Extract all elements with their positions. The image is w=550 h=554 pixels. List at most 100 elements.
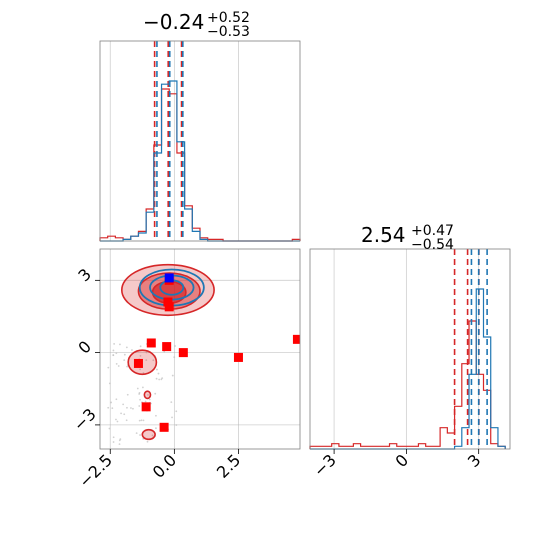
marker-7: [141, 402, 151, 412]
scatter-point: [113, 343, 116, 345]
scatter-point: [139, 354, 142, 357]
panel-2d-ytick-label-2: 3: [74, 265, 95, 286]
scatter-point: [115, 363, 118, 365]
scatter-point: [145, 351, 148, 354]
scatter-point: [126, 406, 128, 409]
scatter-point: [107, 366, 110, 369]
panel-2d-contours: [120, 263, 215, 441]
panel-2d-ytick-label-0: −3: [70, 405, 100, 435]
panel-2d-markers: [133, 273, 300, 432]
hist-0-title-sub: −0.53: [207, 24, 250, 40]
scatter-point: [132, 407, 134, 410]
scatter-point: [122, 403, 125, 406]
scatter-point: [120, 412, 122, 415]
hist-0-series-0-step: [99, 88, 301, 242]
scatter-point: [170, 401, 173, 404]
hist-1-series: [309, 249, 506, 450]
scatter-point: [115, 352, 118, 355]
hist-1-title: 2.54 +0.47 −0.54: [361, 216, 460, 253]
panel-2d-xtick-label-1: 0.0: [149, 450, 180, 481]
hist-1-title-sub: −0.54: [411, 237, 454, 253]
panel-2d: −2.5 0.0 2.5 −3 0 3: [70, 248, 301, 491]
scatter-point: [140, 419, 143, 422]
hist-0-title-main: −0.24: [143, 10, 204, 34]
scatter-point: [146, 440, 149, 443]
panel-2d-x-ticks: −2.5 0.0 2.5: [75, 449, 244, 491]
panel-2d-y-ticks: −3 0 3: [70, 265, 100, 435]
scatter-point: [139, 398, 141, 401]
scatter-point: [126, 365, 129, 368]
scatter-point: [108, 382, 111, 385]
panel-hist-param-1: −3 0 3 2.54 +0.47 −0.54: [309, 216, 511, 481]
marker-8: [159, 422, 169, 432]
hist-1-xtick-label-0: −3: [310, 450, 340, 480]
scatter-point: [156, 368, 158, 371]
scatter-point: [115, 398, 118, 401]
scatter-point: [117, 365, 120, 367]
hist-0-frame: [99, 40, 301, 242]
scatter-point: [155, 427, 157, 430]
scatter-point: [173, 356, 176, 359]
hist-1-xtick-label-2: 3: [464, 450, 485, 471]
scatter-point: [142, 386, 144, 389]
panel-2d-ytick-label-1: 0: [74, 337, 95, 358]
scatter-point: [118, 443, 121, 445]
hist-1-series-1-step: [310, 288, 506, 450]
hist-0-series: [99, 41, 301, 242]
marker-9: [163, 297, 173, 307]
scatter-point: [152, 359, 155, 362]
scatter-point: [108, 427, 111, 430]
scatter-point: [130, 407, 132, 409]
scatter-point: [151, 434, 154, 437]
hist-0-gridlines: [109, 41, 239, 241]
scatter-point: [161, 377, 164, 380]
scatter-point: [154, 392, 157, 395]
scatter-point: [125, 419, 128, 422]
scatter-point: [175, 424, 178, 426]
contour-4: [143, 390, 152, 400]
scatter-point: [136, 387, 139, 390]
scatter-point: [144, 400, 147, 403]
hist-1-series-1: [310, 249, 506, 450]
hist-0-series-1-step: [100, 80, 300, 242]
scatter-point: [111, 407, 114, 410]
hist-0-title-sup: +0.52: [207, 10, 250, 26]
scatter-point: [160, 378, 163, 381]
scatter-point: [125, 346, 128, 349]
marker-0: [164, 302, 174, 312]
scatter-point: [135, 432, 138, 435]
scatter-point: [139, 434, 141, 436]
scatter-point: [116, 420, 119, 423]
scatter-point: [123, 359, 126, 362]
scatter-point: [112, 349, 115, 352]
scatter-point: [145, 359, 148, 362]
panel-2d-xtick-label-2: 2.5: [213, 450, 244, 481]
scatter-point: [126, 393, 129, 396]
scatter-point: [158, 378, 161, 381]
scatter-point: [175, 410, 178, 413]
scatter-point: [118, 439, 121, 442]
marker-3: [178, 348, 188, 358]
hist-1-title-main: 2.54: [361, 223, 406, 247]
scatter-point: [123, 353, 126, 356]
contour-5: [141, 428, 156, 441]
marker-4: [233, 352, 243, 362]
marker-11: [164, 273, 174, 283]
scatter-point: [155, 377, 158, 380]
scatter-point: [174, 345, 177, 347]
scatter-point: [171, 374, 174, 377]
hist-1-xtick-label-1: 0: [392, 450, 413, 471]
scatter-point: [142, 419, 145, 422]
marker-2: [162, 342, 172, 352]
marker-1: [146, 338, 156, 348]
hist-1-title-sup: +0.47: [411, 223, 454, 239]
scatter-point: [139, 368, 142, 371]
scatter-point: [147, 393, 149, 396]
scatter-point: [157, 372, 160, 375]
marker-6: [133, 358, 143, 368]
scatter-point: [110, 401, 113, 404]
scatter-point: [131, 349, 133, 351]
hist-0-series-0: [99, 41, 301, 242]
scatter-point: [115, 418, 117, 421]
